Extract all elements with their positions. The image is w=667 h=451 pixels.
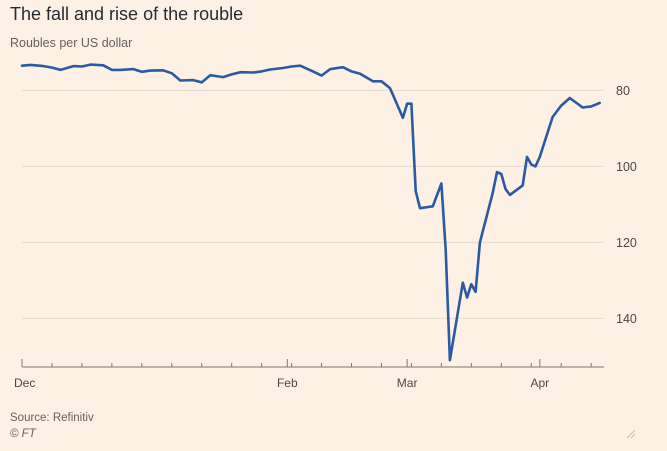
series-line-rouble bbox=[20, 63, 602, 362]
y-tick-label: 120 bbox=[616, 236, 637, 250]
x-tick-label: Mar bbox=[397, 376, 418, 390]
chart-subtitle: Roubles per US dollar bbox=[10, 36, 133, 50]
y-tick-label: 140 bbox=[616, 312, 637, 326]
credit-note: © FT bbox=[10, 428, 36, 440]
y-tick-label: 80 bbox=[616, 84, 630, 98]
x-tick-label: Feb bbox=[277, 376, 298, 390]
y-tick-label: 100 bbox=[616, 160, 637, 174]
source-note: Source: Refinitiv bbox=[10, 412, 94, 424]
resize-handle-icon[interactable] bbox=[626, 429, 636, 439]
page-title: The fall and rise of the rouble bbox=[10, 4, 244, 24]
x-tick-label: Dec bbox=[14, 376, 35, 390]
x-tick-label: Apr bbox=[530, 376, 549, 390]
